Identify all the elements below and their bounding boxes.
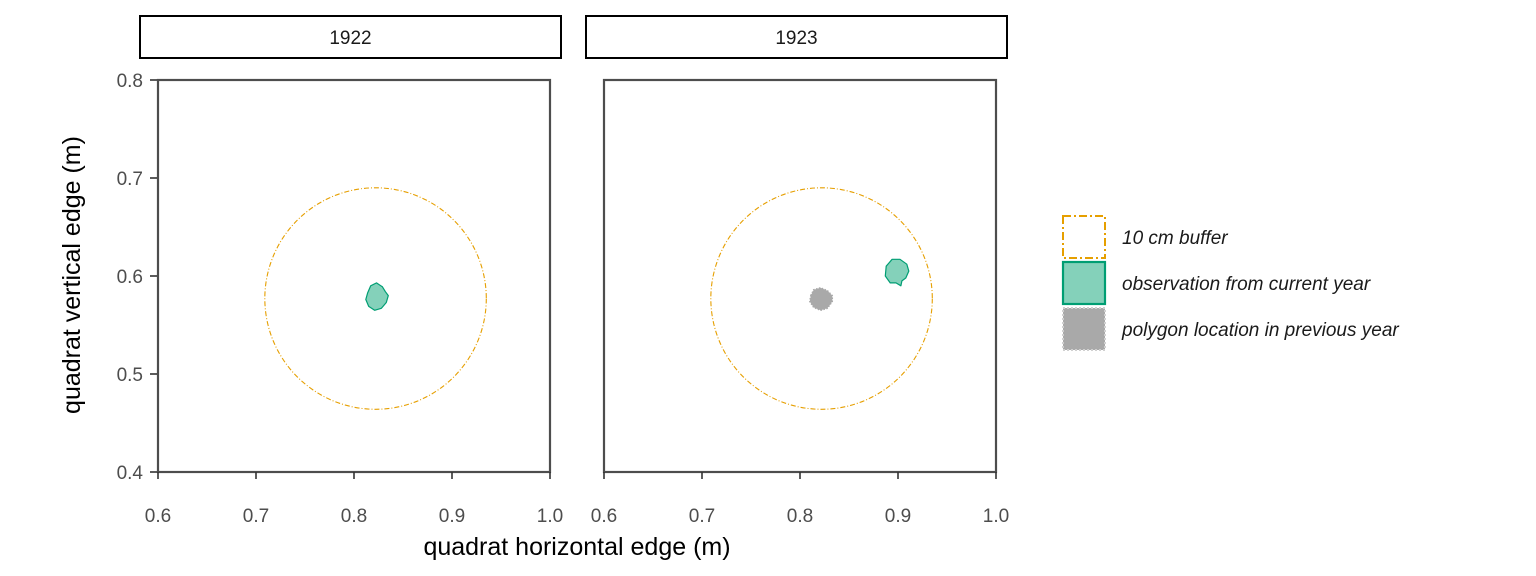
x-tick-label: 0.8 [787, 506, 813, 527]
y-axis-title: quadrat vertical edge (m) [58, 136, 86, 414]
x-tick-label: 1.0 [537, 506, 563, 527]
x-tick-label: 0.7 [243, 506, 269, 527]
buffer-circle [264, 187, 487, 410]
x-tick-label: 0.8 [341, 506, 367, 527]
legend-key-current [1061, 260, 1107, 306]
facet-panel-1922: 1922 [139, 15, 562, 474]
legend: 10 cm buffer observation from current yea… [1061, 215, 1399, 351]
current-year-polygon [884, 258, 910, 287]
x-tick-label: 0.9 [885, 506, 911, 527]
y-tick-label: 0.7 [117, 169, 143, 190]
legend-key-buffer [1062, 215, 1106, 259]
x-tick-label: 0.7 [689, 506, 715, 527]
x-tick-label: 0.9 [439, 506, 465, 527]
legend-item: observation from current year [1061, 260, 1371, 306]
x-tick-label: 0.6 [591, 506, 617, 527]
facet-strip [139, 15, 562, 59]
facet-strip [585, 15, 1008, 59]
x-tick-label: 1.0 [983, 506, 1009, 527]
legend-item: 10 cm buffer [1062, 215, 1228, 259]
panel-border [602, 78, 998, 474]
legend-label: observation from current year [1122, 274, 1371, 295]
previous-year-polygon [809, 287, 834, 312]
buffer-circle [710, 187, 933, 410]
legend-item: polygon location in previous year [1062, 307, 1399, 351]
current-year-polygon [365, 282, 389, 311]
axes: 0.6 0.7 0.8 0.9 1.0 0.6 0.7 0.8 0.9 1.0 0.4 0.5 0.6 0… [117, 71, 1010, 527]
y-tick-label: 0.6 [117, 267, 143, 288]
panel-border [156, 78, 552, 474]
facet-panel-1923: 1923 [585, 15, 1008, 474]
y-tick-label: 0.4 [117, 463, 144, 484]
facet-strip-label: 1923 [775, 28, 817, 49]
x-tick-label: 0.6 [145, 506, 171, 527]
legend-label: polygon location in previous year [1121, 320, 1399, 341]
y-tick-label: 0.8 [117, 71, 143, 92]
legend-key-previous [1062, 307, 1106, 351]
facet-strip-label: 1922 [329, 28, 371, 49]
legend-label: 10 cm buffer [1122, 228, 1228, 249]
x-axis-title: quadrat horizontal edge (m) [423, 533, 730, 561]
y-tick-label: 0.5 [117, 365, 143, 386]
facet-panels: 1922 1923 [139, 15, 1008, 474]
